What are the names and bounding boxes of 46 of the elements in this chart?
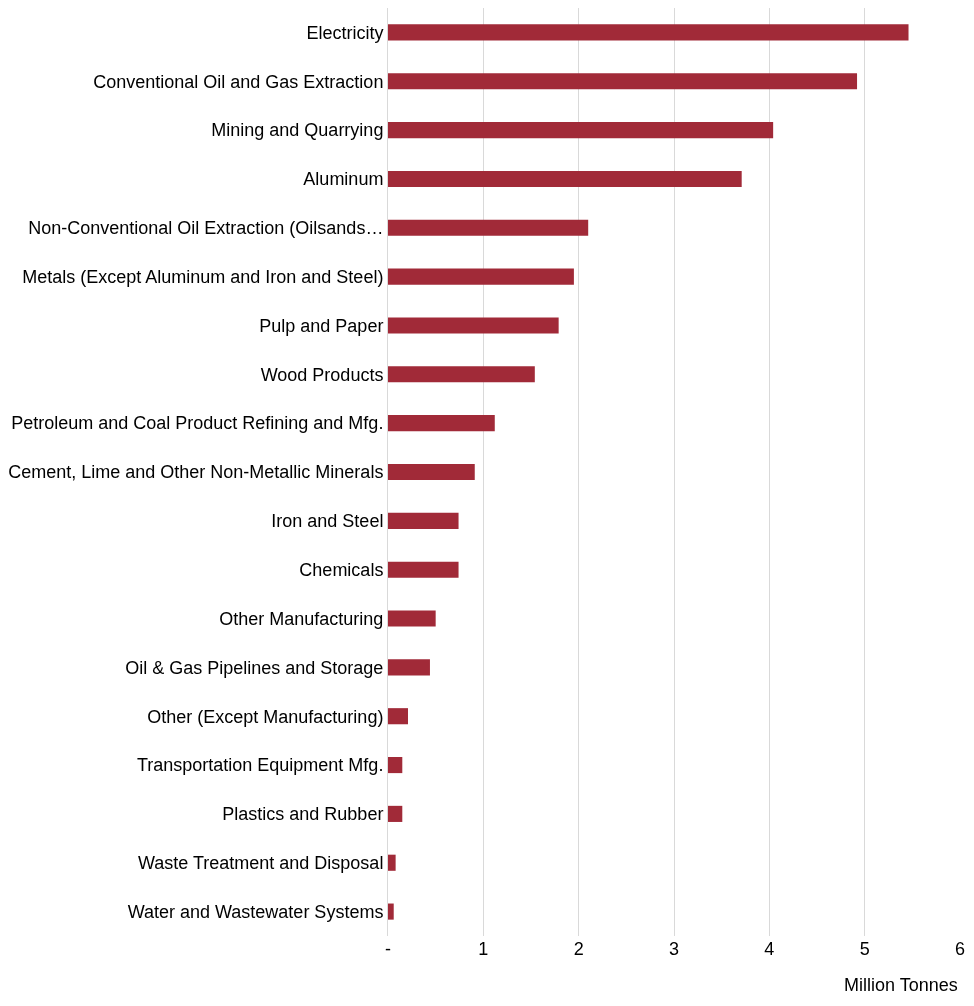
bar [388, 122, 774, 139]
bar [388, 219, 589, 236]
y-tick-label: Conventional Oil and Gas Extraction [93, 71, 384, 92]
y-tick-label: Chemicals [299, 559, 384, 580]
y-tick-label: Petroleum and Coal Product Refining and Mfg. [11, 413, 384, 434]
bar [388, 708, 409, 725]
y-tick-label: Electricity [306, 22, 384, 43]
bar [388, 268, 574, 285]
bar [388, 854, 396, 871]
y-tick-label: Transportation Equipment Mfg. [136, 755, 384, 776]
x-tick-label: 6 [954, 939, 966, 959]
y-tick-label: Aluminum [303, 169, 384, 190]
y-tick-label: Non-Conventional Oil Extraction (Oilsands… [28, 218, 384, 239]
bar [388, 659, 430, 676]
bar [388, 756, 403, 774]
bar [388, 73, 858, 90]
x-tick-label: 2 [573, 939, 584, 959]
x-tick-label: 5 [859, 939, 870, 959]
y-tick-label: Plastics and Rubber [222, 804, 384, 825]
bar [388, 24, 909, 41]
bar [388, 561, 459, 578]
bar [388, 903, 394, 920]
y-tick-label: Iron and Steel [271, 511, 384, 532]
bar [388, 805, 403, 822]
y-tick-label: Oil & Gas Pipelines and Storage [125, 657, 384, 678]
y-tick-label: Pulp and Paper [259, 315, 384, 336]
x-tick-label: 4 [764, 939, 775, 959]
y-tick-label: Other Manufacturing [219, 608, 384, 629]
y-tick-label: Other (Except Manufacturing) [147, 706, 384, 727]
y-tick-label: Water and Wastewater Systems [127, 901, 384, 922]
bar [388, 463, 475, 481]
x-tick-label: 3 [668, 939, 680, 959]
y-tick-label: Wood Products [260, 364, 384, 385]
x-tick-label: - [385, 939, 391, 959]
bar [388, 170, 742, 188]
x-tick-label: 1 [478, 939, 489, 959]
y-tick-label: Metals (Except Aluminum and Iron and Steel) [22, 266, 384, 287]
y-tick-label: Cement, Lime and Other Non-Metallic Minerals [8, 462, 384, 483]
bar [388, 610, 436, 627]
bar [388, 512, 459, 529]
bar [388, 415, 495, 432]
y-tick-label: Mining and Quarrying [211, 120, 384, 141]
bar [388, 366, 535, 383]
x-axis-title: Million Tonnes [844, 975, 958, 995]
y-tick-label: Waste Treatment and Disposal [137, 853, 384, 874]
bar [388, 317, 559, 334]
